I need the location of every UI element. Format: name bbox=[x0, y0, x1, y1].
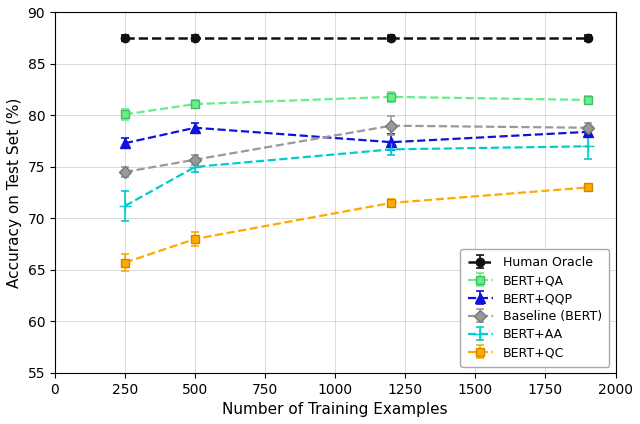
Y-axis label: Accuracy on Test Set (%): Accuracy on Test Set (%) bbox=[7, 98, 22, 288]
Legend: Human Oracle, BERT+QA, BERT+QQP, Baseline (BERT), BERT+AA, BERT+QC: Human Oracle, BERT+QA, BERT+QQP, Baselin… bbox=[460, 248, 609, 366]
X-axis label: Number of Training Examples: Number of Training Examples bbox=[222, 402, 448, 417]
